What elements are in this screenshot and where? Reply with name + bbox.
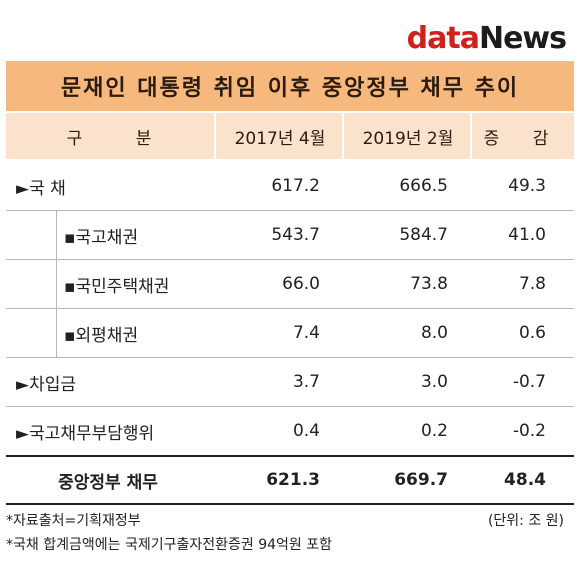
table-row-treasury-bonds: ▪국고채권 543.7 584.7 41.0 (6, 211, 574, 260)
row-label: ▪국민주택채권 (64, 276, 170, 297)
value-2017: 3.7 (292, 372, 320, 392)
header-divider (214, 113, 216, 159)
header-2019-02: 2019년 2월 (362, 128, 454, 149)
value-2019: 73.8 (410, 274, 448, 294)
table-body: ►국 채 617.2 666.5 49.3 ▪국고채권 543.7 584.7 … (6, 162, 574, 505)
table-header-row: 구 분 2017년 4월 2019년 2월 증 감 (6, 113, 574, 159)
logo-news-text: News (478, 21, 567, 56)
value-2017: 617.2 (271, 176, 320, 196)
value-change: 49.3 (508, 176, 546, 196)
datanews-logo: data News (406, 21, 567, 56)
value-2019: 3.0 (420, 372, 448, 392)
total-2019: 669.7 (394, 470, 448, 490)
value-2019: 666.5 (399, 176, 448, 196)
total-label: 중앙정부 채무 (58, 472, 158, 493)
table-row-national-bonds: ►국 채 617.2 666.5 49.3 (6, 162, 574, 211)
table-row-total: 중앙정부 채무 621.3 669.7 48.4 (6, 457, 574, 505)
value-2019: 8.0 (420, 323, 448, 343)
value-2017: 66.0 (282, 274, 320, 294)
total-2017: 621.3 (266, 470, 320, 490)
table-row-fx-stabilization-bonds: ▪외평채권 7.4 8.0 0.6 (6, 309, 574, 358)
row-label: ▪국고채권 (64, 227, 139, 248)
row-label: ►차입금 (16, 374, 76, 395)
header-change: 증 감 (483, 128, 563, 149)
value-change: -0.7 (512, 372, 546, 392)
row-label: ►국 채 (16, 178, 66, 199)
value-change: 0.6 (518, 323, 546, 343)
row-label: ▪외평채권 (64, 325, 139, 346)
header-category: 구 분 (66, 128, 176, 149)
value-change: 7.8 (518, 274, 546, 294)
table-title: 문재인 대통령 취임 이후 중앙정부 채무 추이 (6, 61, 574, 111)
value-2019: 0.2 (420, 421, 448, 441)
table-row-housing-bonds: ▪국민주택채권 66.0 73.8 7.8 (6, 260, 574, 309)
value-change: 41.0 (508, 225, 546, 245)
logo-data-text: data (406, 21, 480, 56)
value-2017: 543.7 (271, 225, 320, 245)
table-row-debt-burden-acts: ►국고채무부담행위 0.4 0.2 -0.2 (6, 407, 574, 457)
value-change: -0.2 (512, 421, 546, 441)
footnotes: *자료출처=기획재정부 (단위: 조 원) *국채 합계금액에는 국제기구출자전… (6, 508, 574, 556)
header-2017-04: 2017년 4월 (234, 128, 326, 149)
header-divider (342, 113, 344, 159)
header-divider (470, 113, 472, 159)
source-note: *자료출처=기획재정부 (6, 513, 141, 529)
total-change: 48.4 (504, 470, 546, 490)
unit-note: (단위: 조 원) (487, 513, 564, 529)
row-label: ►국고채무부담행위 (16, 423, 155, 444)
value-2017: 7.4 (292, 323, 320, 343)
value-2017: 0.4 (292, 421, 320, 441)
table-row-borrowings: ►차입금 3.7 3.0 -0.7 (6, 358, 574, 407)
bond-footnote: *국채 합계금액에는 국제기구출자전환증권 94억원 포함 (6, 537, 332, 553)
value-2019: 584.7 (399, 225, 448, 245)
